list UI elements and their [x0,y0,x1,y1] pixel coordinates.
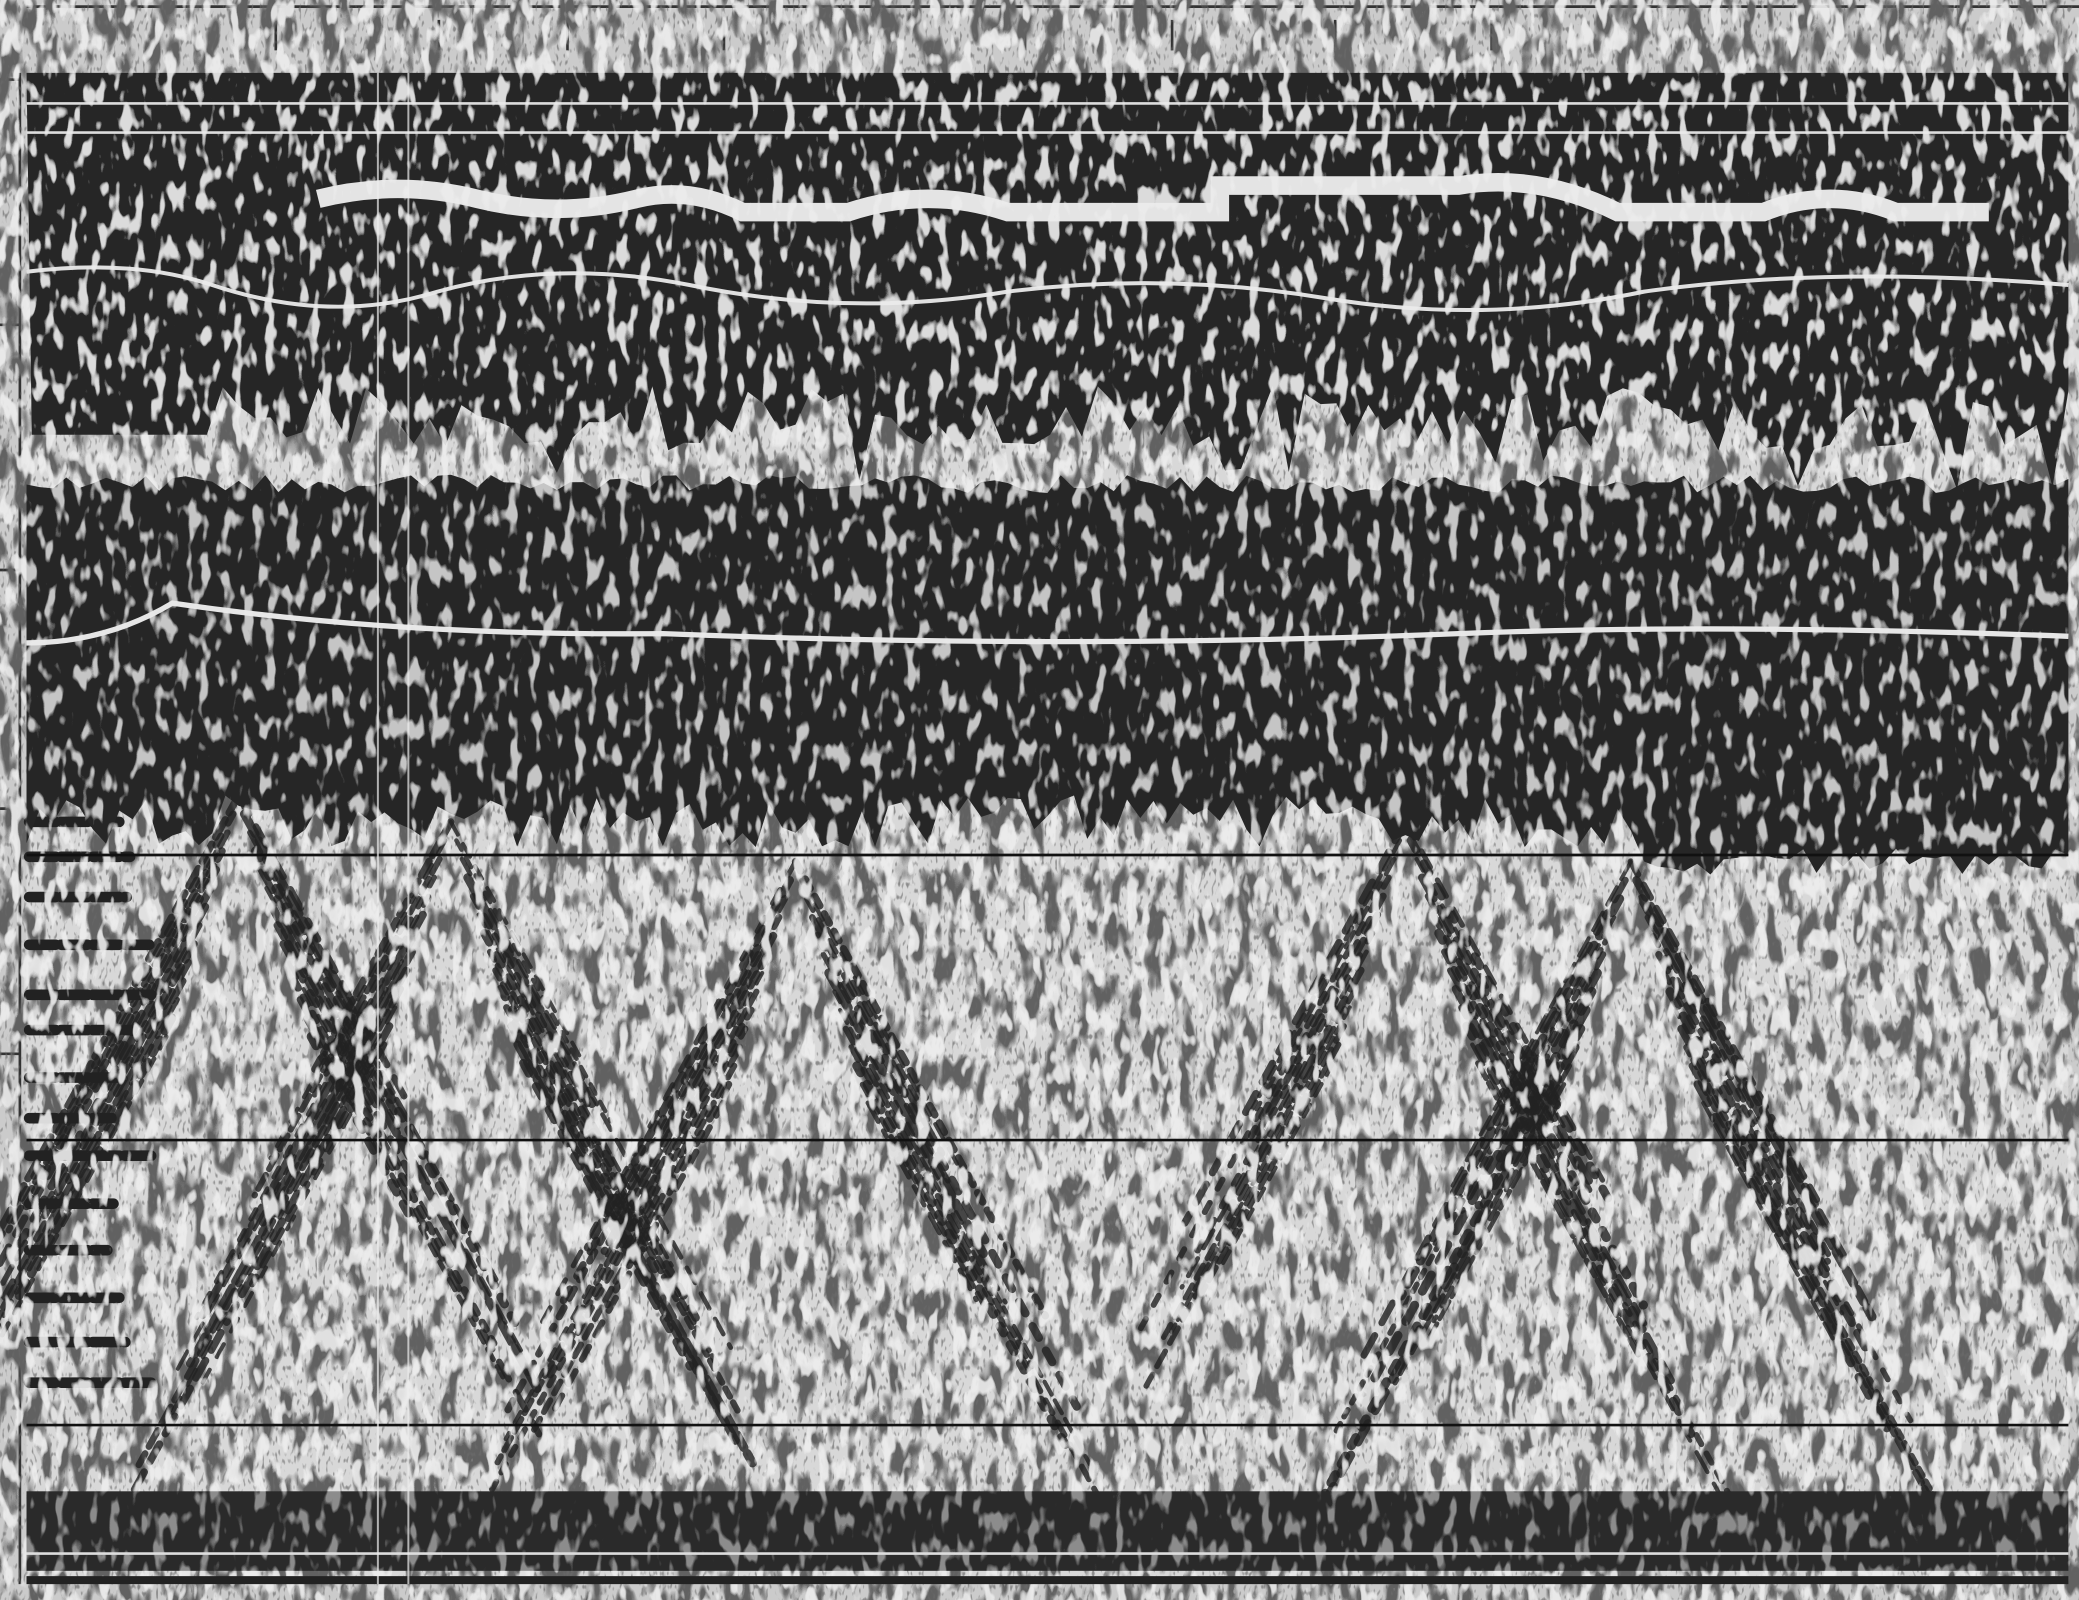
page: (() => { const data = JSON.parse(documen… [0,0,2079,1600]
band-texture [27,477,2069,835]
top-ticks [276,20,1492,50]
band-texture [27,73,2069,457]
seismic-profile [0,0,2079,1600]
left-ticks [0,80,20,1054]
band-texture [27,1491,2069,1571]
